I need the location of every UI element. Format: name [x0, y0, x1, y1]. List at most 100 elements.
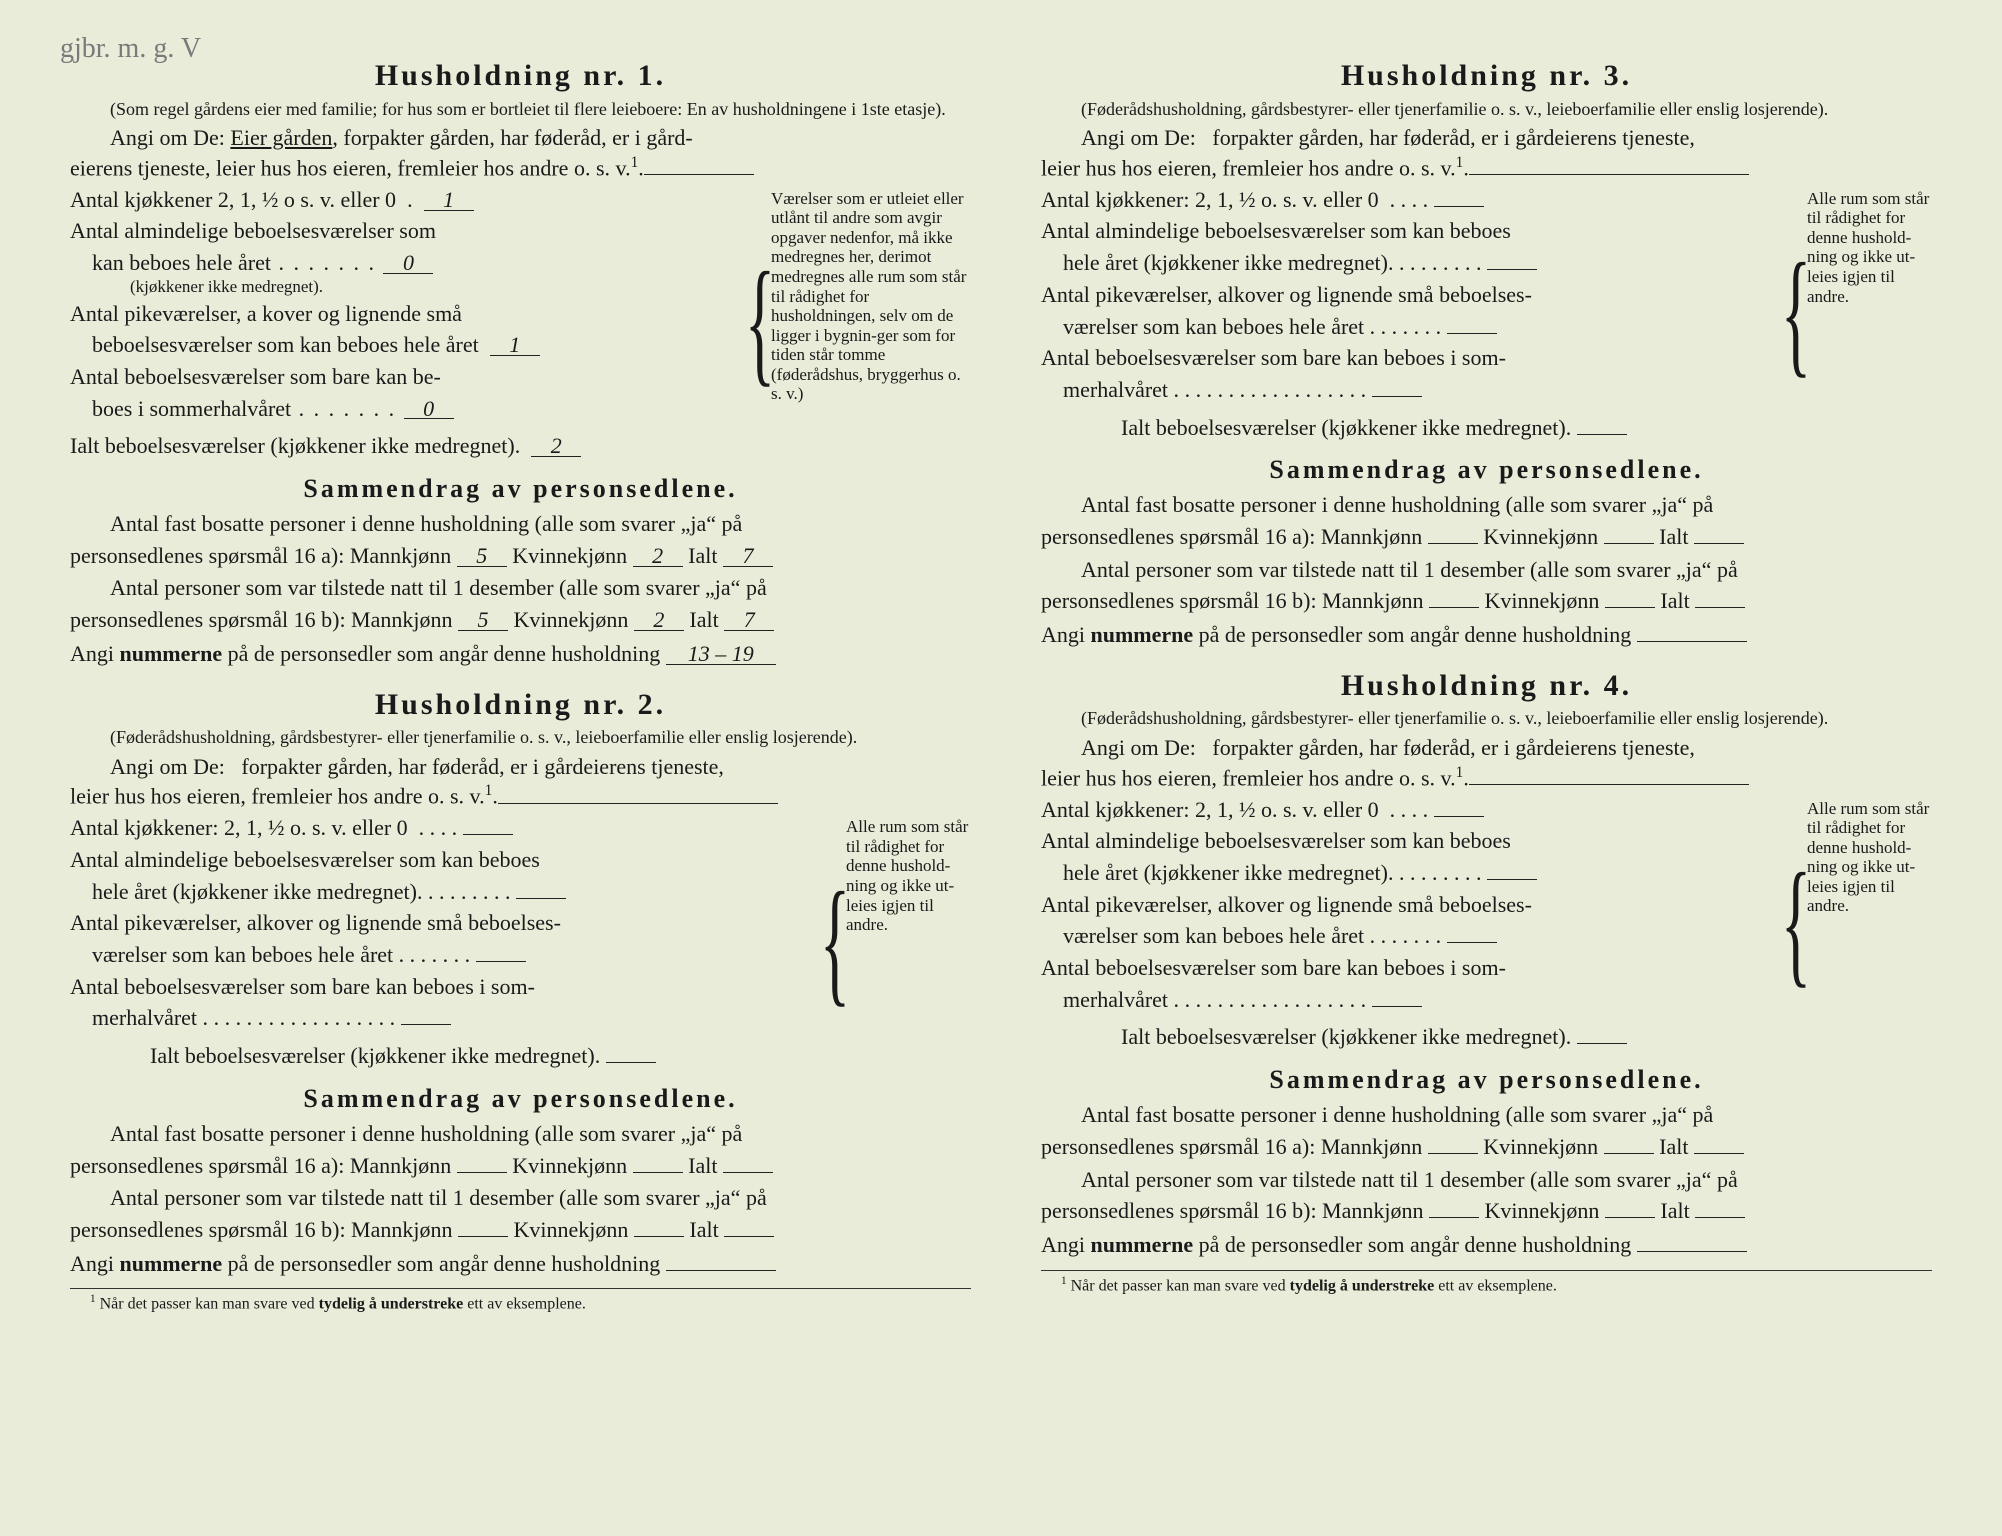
p2i: 7 — [724, 610, 774, 631]
q4b-l: boes i sommerhalvåret — [92, 396, 291, 421]
h3p2k-l: Kvinnekjønn — [1485, 588, 1600, 613]
h2q5-l: Ialt beboelsesværelser (kjøkkener ikke m… — [150, 1043, 600, 1068]
brace-icon: { — [755, 183, 765, 461]
h2p2k-l: Kvinnekjønn — [514, 1217, 629, 1242]
h3p3v — [1637, 641, 1747, 642]
h4-p3: Angi nummerne på de personsedler som ang… — [1041, 1230, 1932, 1260]
h4-angi-blank — [1469, 784, 1749, 785]
h4q1v — [1434, 816, 1484, 817]
fn-mark-r: 1 — [1061, 1275, 1067, 1287]
h2p1k-l: Kvinnekjønn — [512, 1153, 627, 1178]
h2q3b-l: værelser som kan beboes hele året — [92, 942, 393, 967]
p1b-l: personsedlenes spørsmål 16 a): Mannkjønn — [70, 543, 451, 568]
nummerne: nummerne — [1091, 1232, 1194, 1257]
h2q2v — [516, 898, 566, 899]
h4q4b-l: merhalvåret . — [1063, 987, 1179, 1012]
h4-angi: Angi om De: forpakter gården, har føderå… — [1041, 733, 1932, 793]
h2-p1a: Antal fast bosatte personer i denne hush… — [70, 1119, 971, 1149]
h3p1i — [1694, 543, 1744, 544]
h4p1m — [1428, 1153, 1478, 1154]
h3q2v — [1487, 269, 1537, 270]
h4q1: Antal kjøkkener: 2, 1, ½ o. s. v. eller … — [1041, 795, 1785, 825]
h2-angi-blank — [498, 803, 778, 804]
h2-p2b: personsedlenes spørsmål 16 b): Mannkjønn… — [70, 1215, 971, 1245]
h4p2k — [1605, 1217, 1655, 1218]
p2k-l: Kvinnekjønn — [514, 607, 629, 632]
h2q4a: Antal beboelsesværelser som bare kan beb… — [70, 972, 824, 1002]
h2p3v — [666, 1270, 776, 1271]
h2q4b-l: merhalvåret . — [92, 1005, 208, 1030]
h3-note: Alle rum som står til rådighet for denne… — [1807, 183, 1932, 306]
h2p2b-l: personsedlenes spørsmål 16 b): Mannkjønn — [70, 1217, 453, 1242]
right-page: Husholdning nr. 3. (Føderådshusholdning,… — [1001, 40, 1952, 1496]
h3-angi: Angi om De: forpakter gården, har føderå… — [1041, 123, 1932, 183]
h4-note: Alle rum som står til rådighet for denne… — [1807, 793, 1932, 916]
h4p1k-l: Kvinnekjønn — [1483, 1134, 1598, 1159]
brace-icon: { — [1791, 793, 1801, 1053]
p1m: 5 — [457, 546, 507, 567]
h3q5v — [1577, 434, 1627, 435]
h3p1k — [1604, 543, 1654, 544]
h4-rooms-left: Antal kjøkkener: 2, 1, ½ o. s. v. eller … — [1041, 793, 1785, 1053]
footnote-right: 1 Når det passer kan man svare ved tydel… — [1041, 1270, 1932, 1297]
h2-rooms-left: Antal kjøkkener: 2, 1, ½ o. s. v. eller … — [70, 811, 824, 1071]
h3q4b-l: merhalvåret . — [1063, 377, 1179, 402]
h3-angi-pre: Angi om De: — [1081, 125, 1196, 150]
h2-p3: Angi nummerne på de personsedler som ang… — [70, 1249, 971, 1279]
h4q4b: merhalvåret . . . . . . . . . . . . . . … — [1041, 985, 1785, 1015]
q2a: Antal almindelige beboelsesværelser som — [70, 216, 749, 246]
h2-note: Alle rum som står til rådighet for denne… — [846, 811, 971, 934]
h4p1b-l: personsedlenes spørsmål 16 a): Mannkjønn — [1041, 1134, 1422, 1159]
q2s: (kjøkkener ikke medregnet). — [70, 278, 749, 297]
h4p2i-l: Ialt — [1660, 1198, 1689, 1223]
h3p2m — [1429, 607, 1479, 608]
h2p1b-l: personsedlenes spørsmål 16 a): Mannkjønn — [70, 1153, 451, 1178]
h2p1i-l: Ialt — [688, 1153, 717, 1178]
q2b: kan beboes hele året0 — [70, 248, 749, 278]
h2q1v — [463, 834, 513, 835]
h2q2a: Antal almindelige beboelsesværelser som … — [70, 845, 824, 875]
h3-p1a: Antal fast bosatte personer i denne hush… — [1041, 490, 1932, 520]
h4q2b: hele året (kjøkkener ikke medregnet). . … — [1041, 858, 1785, 888]
h4p1i — [1694, 1153, 1744, 1154]
h1-note: Værelser som er utleiet eller utlånt til… — [771, 183, 971, 404]
h1-sub: (Som regel gårdens eier med familie; for… — [70, 99, 971, 121]
h3-title: Husholdning nr. 3. — [1041, 56, 1932, 97]
q3a: Antal pikeværelser, a kover og lignende … — [70, 299, 749, 329]
h2-sect: Sammendrag av personsedlene. — [70, 1081, 971, 1116]
q5: Ialt beboelsesværelser (kjøkkener ikke m… — [70, 431, 749, 461]
fn-mark: 1 — [90, 1293, 96, 1305]
q1-val: 1 — [424, 190, 474, 211]
nummerne: nummerne — [120, 641, 223, 666]
h2p1i — [723, 1172, 773, 1173]
h3-p1b: personsedlenes spørsmål 16 a): Mannkjønn… — [1041, 522, 1932, 552]
angi-pre: Angi om De: — [110, 125, 225, 150]
h4p2b-l: personsedlenes spørsmål 16 b): Mannkjønn — [1041, 1198, 1424, 1223]
p1i: 7 — [723, 546, 773, 567]
h3p1m — [1428, 543, 1478, 544]
q2-val: 0 — [383, 253, 433, 274]
h1-rooms-left: Antal kjøkkener 2, 1, ½ o s. v. eller 0 … — [70, 183, 749, 461]
brace-icon: { — [1791, 183, 1801, 443]
h2p2i — [724, 1236, 774, 1237]
h4-p1b: personsedlenes spørsmål 16 a): Mannkjønn… — [1041, 1132, 1932, 1162]
h4-title: Husholdning nr. 4. — [1041, 666, 1932, 707]
h3p1k-l: Kvinnekjønn — [1483, 524, 1598, 549]
sup1c: 1 — [1456, 154, 1464, 171]
h2q3v — [476, 961, 526, 962]
q3b-l: beboelsesværelser som kan beboes hele år… — [92, 332, 479, 357]
h4q5v — [1577, 1043, 1627, 1044]
p2b-l: personsedlenes spørsmål 16 b): Mannkjønn — [70, 607, 453, 632]
h4p3v — [1637, 1251, 1747, 1252]
h4p2m — [1429, 1217, 1479, 1218]
q4b: boes i sommerhalvåret0 — [70, 394, 749, 424]
h3p1i-l: Ialt — [1659, 524, 1688, 549]
h3p2i-l: Ialt — [1660, 588, 1689, 613]
h2q4v — [401, 1024, 451, 1025]
left-page: gjbr. m. g. V Husholdning nr. 1. (Som re… — [50, 40, 1001, 1496]
h2q5: Ialt beboelsesværelser (kjøkkener ikke m… — [70, 1041, 824, 1071]
h2-sub: (Føderådshusholdning, gårdsbestyrer- ell… — [70, 727, 971, 749]
p2k: 2 — [634, 610, 684, 631]
h2q3b: værelser som kan beboes hele året . . . … — [70, 940, 824, 970]
sup1d: 1 — [1456, 764, 1464, 781]
